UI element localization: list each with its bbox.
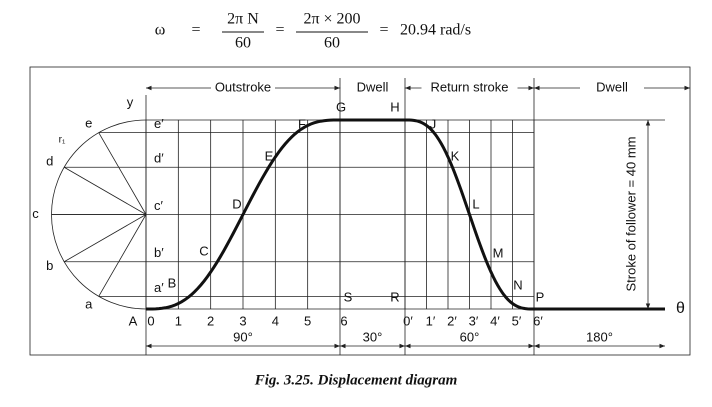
y-label: y	[127, 94, 134, 109]
division-label: 6′	[533, 313, 543, 328]
projection-label: b′	[154, 245, 164, 260]
circle-label: e	[85, 115, 92, 130]
equals: =	[379, 22, 388, 39]
point-label: K	[451, 148, 460, 163]
angle-label: 180°	[586, 329, 613, 344]
point-label: F	[298, 116, 306, 131]
equals: =	[191, 22, 200, 39]
omega: ω	[155, 22, 166, 39]
projection-label: d′	[154, 151, 164, 166]
theta-label: θ	[676, 300, 685, 317]
label-bg	[421, 80, 518, 96]
point-label: G	[336, 99, 346, 114]
point-label: N	[513, 277, 522, 292]
phase-label: Outstroke	[215, 79, 271, 94]
division-label: 5′	[512, 313, 522, 328]
phase-label: Return stroke	[430, 79, 508, 94]
point-label: D	[232, 196, 241, 211]
equals: =	[275, 22, 284, 39]
frame	[29, 66, 691, 356]
projection-label: a′	[154, 280, 164, 295]
radial-line	[63, 166, 147, 215]
phase-label: Dwell	[357, 79, 389, 94]
angle-label: 90°	[233, 329, 253, 344]
label-bg	[340, 80, 405, 96]
projection-label: c′	[154, 198, 164, 213]
phase-label: Dwell	[596, 79, 628, 94]
radial-line	[98, 132, 147, 215]
point-label: M	[493, 245, 504, 260]
angle-label: 60°	[460, 329, 480, 344]
point-label: A	[129, 313, 138, 328]
denominator: 60	[324, 35, 340, 52]
division-label: 1	[175, 313, 182, 328]
point-label: H	[390, 99, 399, 114]
division-label: 3′	[469, 313, 479, 328]
circle-label: d	[46, 154, 53, 169]
numerator: 2π N	[227, 11, 259, 28]
division-label: 2	[207, 313, 214, 328]
radial-line	[63, 214, 147, 263]
point-label: P	[536, 289, 545, 304]
radial-line	[98, 214, 147, 297]
division-label: 0	[147, 313, 154, 328]
point-label: S	[344, 289, 353, 304]
caption: Fig. 3.25. Displacement diagram	[254, 372, 458, 388]
label-bg	[580, 80, 644, 96]
point-label: J	[430, 116, 437, 131]
denominator: 60	[235, 35, 251, 52]
division-label: 0′	[403, 313, 413, 328]
displacement-curve	[145, 118, 665, 311]
label-bg	[211, 80, 275, 96]
point-label: E	[265, 148, 274, 163]
division-label: 5	[304, 313, 311, 328]
projection-label: e′	[154, 116, 164, 131]
circle-label: a	[85, 296, 93, 311]
result: 20.94 rad/s	[400, 22, 471, 39]
stroke-label: Stroke of follower = 40 mm	[623, 137, 638, 292]
division-label: 4′	[490, 313, 500, 328]
point-label: B	[168, 275, 177, 290]
division-label: 2′	[447, 313, 457, 328]
angle-label: 30°	[363, 329, 383, 344]
point-label: R	[390, 289, 399, 304]
radius-label: r₁	[59, 135, 66, 146]
division-label: 6	[340, 313, 347, 328]
division-label: 1′	[426, 313, 436, 328]
point-label: C	[199, 243, 208, 258]
division-label: 4	[272, 313, 279, 328]
circle-label: c	[32, 206, 39, 221]
numerator: 2π × 200	[303, 11, 360, 28]
circle-label: b	[46, 258, 53, 273]
division-label: 3	[239, 313, 246, 328]
point-label: L	[472, 196, 479, 211]
